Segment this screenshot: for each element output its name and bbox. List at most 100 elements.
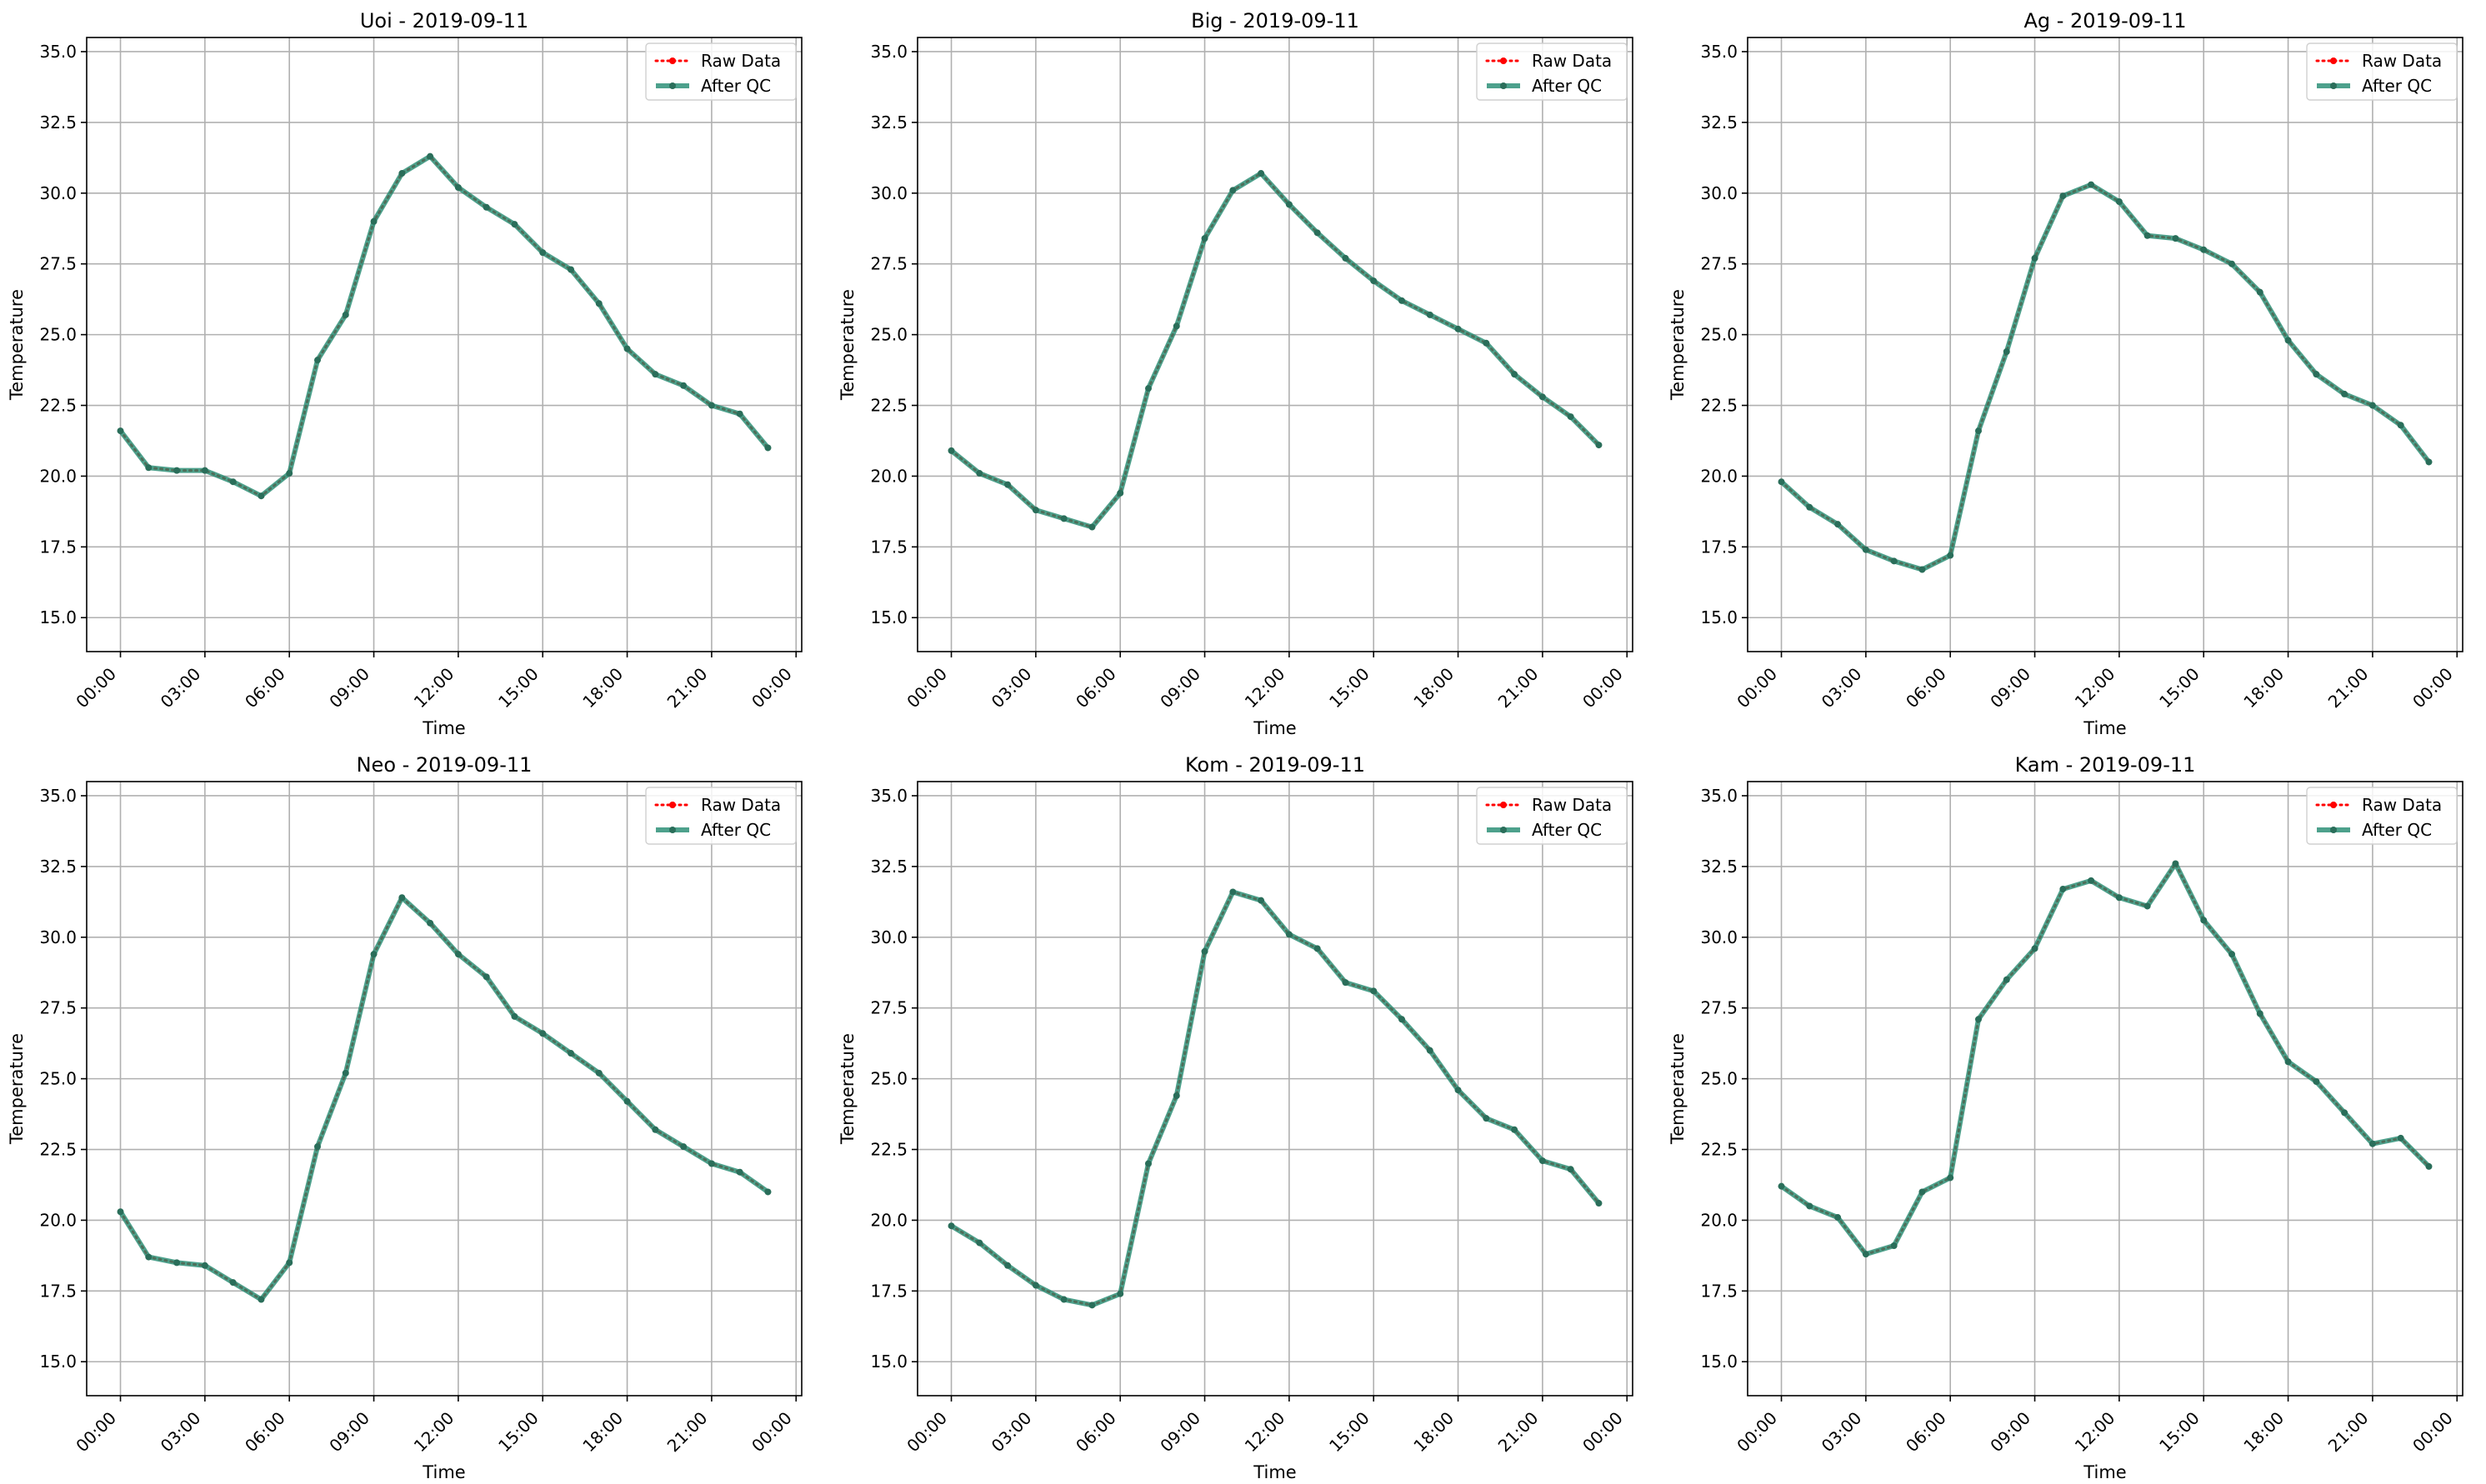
data-point-after-qc xyxy=(1229,888,1237,896)
y-tick-label: 35.0 xyxy=(870,786,908,806)
data-point-after-qc xyxy=(1834,521,1842,528)
x-tick-label: 06:00 xyxy=(241,664,289,712)
data-point-after-qc xyxy=(539,249,547,257)
y-tick-label: 35.0 xyxy=(870,42,908,62)
chart-title: Big - 2019-09-11 xyxy=(1191,9,1359,32)
y-tick-label: 30.0 xyxy=(870,183,908,203)
data-point-after-qc xyxy=(2031,254,2038,262)
data-point-after-qc xyxy=(2284,337,2292,344)
data-point-after-qc xyxy=(454,951,462,958)
x-tick-label: 21:00 xyxy=(2324,664,2373,712)
y-tick-label: 35.0 xyxy=(39,786,77,806)
x-tick-label: 06:00 xyxy=(1072,664,1120,712)
y-tick-label: 25.0 xyxy=(39,325,77,345)
y-tick-label: 17.5 xyxy=(1700,1281,1738,1301)
data-point-after-qc xyxy=(1088,1302,1096,1309)
data-point-after-qc xyxy=(398,170,406,177)
y-tick-label: 25.0 xyxy=(870,325,908,345)
grid xyxy=(87,782,802,1396)
data-point-after-qc xyxy=(1483,1115,1490,1122)
y-axis-label: Temperature xyxy=(838,1033,858,1145)
y-tick-label: 22.5 xyxy=(870,1140,908,1160)
legend-label-after-qc: After QC xyxy=(701,820,771,840)
data-point-after-qc xyxy=(2284,1058,2292,1066)
data-point-after-qc xyxy=(286,1259,293,1267)
y-tick-label: 22.5 xyxy=(39,396,77,416)
y-tick-label: 15.0 xyxy=(39,1352,77,1372)
data-point-after-qc xyxy=(568,266,575,273)
series-line-after-qc xyxy=(949,171,1601,530)
data-point-after-qc xyxy=(1918,1188,1926,1196)
legend-label-after-qc: After QC xyxy=(1532,76,1602,96)
legend: Raw Data After QC xyxy=(645,787,797,845)
x-tick-label: 21:00 xyxy=(663,1408,712,1457)
x-tick-label: 21:00 xyxy=(2324,1408,2373,1457)
x-tick-label: 03:00 xyxy=(157,664,205,712)
data-point-after-qc xyxy=(483,203,490,211)
x-tick-label: 12:00 xyxy=(410,664,458,712)
data-point-after-qc xyxy=(1862,1251,1869,1258)
data-point-after-qc xyxy=(313,357,321,364)
data-point-after-qc xyxy=(1862,546,1869,553)
legend-label-after-qc: After QC xyxy=(2362,820,2432,840)
data-point-after-qc xyxy=(2425,1162,2433,1170)
x-tick-label: 21:00 xyxy=(663,664,712,712)
data-point-after-qc xyxy=(1454,1087,1462,1094)
y-tick-label: 22.5 xyxy=(39,1140,77,1160)
x-tick-label: 03:00 xyxy=(157,1408,205,1457)
y-tick-label: 35.0 xyxy=(1700,786,1738,806)
data-point-after-qc xyxy=(2003,976,2010,983)
x-axis-label: Time xyxy=(2083,1462,2126,1482)
y-tick-label: 30.0 xyxy=(39,183,77,203)
grid xyxy=(1748,782,2463,1396)
y-tick-label: 20.0 xyxy=(1700,466,1738,486)
chart-title: Kom - 2019-09-11 xyxy=(1185,753,1365,777)
data-point-after-qc xyxy=(1032,1282,1039,1289)
y-axis-label: Temperature xyxy=(7,1033,27,1145)
data-point-after-qc xyxy=(1201,947,1208,955)
x-tick-label: 00:00 xyxy=(72,664,120,712)
y-tick-label: 27.5 xyxy=(1700,254,1738,274)
data-point-after-qc xyxy=(1511,371,1518,378)
y-tick-label: 32.5 xyxy=(39,857,77,877)
data-point-after-qc xyxy=(1426,311,1433,318)
legend-label-raw-data: Raw Data xyxy=(1532,51,1612,71)
data-point-after-qc xyxy=(1285,931,1293,938)
data-point-after-qc xyxy=(201,467,208,474)
legend-marker-after-qc xyxy=(669,827,676,833)
x-tick-label: 09:00 xyxy=(1156,664,1204,712)
data-point-after-qc xyxy=(145,1253,153,1261)
grid xyxy=(918,37,1633,652)
x-tick-label: 09:00 xyxy=(325,664,373,712)
data-point-after-qc xyxy=(454,184,462,192)
data-point-after-qc xyxy=(1778,1182,1785,1190)
series-line-raw-data xyxy=(1780,861,2430,1256)
legend-label-after-qc: After QC xyxy=(701,76,771,96)
data-point-after-qc xyxy=(736,410,743,417)
data-point-after-qc xyxy=(652,1126,659,1133)
x-tick-label: 00:00 xyxy=(1578,1408,1627,1457)
chart-panel: 00:00 03:00 06:00 09:00 12:00 15:00 18:00 21:00… xyxy=(838,9,1633,738)
chart-title: Kam - 2019-09-11 xyxy=(2015,753,2196,777)
x-tick-label: 00:00 xyxy=(748,1408,796,1457)
x-tick-label: 06:00 xyxy=(1902,1408,1950,1457)
y-tick-label: 20.0 xyxy=(870,1210,908,1230)
x-tick-label: 18:00 xyxy=(1409,1408,1458,1457)
y-tick-label: 27.5 xyxy=(39,998,77,1018)
y-tick-label: 22.5 xyxy=(870,396,908,416)
data-point-after-qc xyxy=(1342,979,1349,987)
x-tick-label: 00:00 xyxy=(903,1408,951,1457)
data-point-after-qc xyxy=(1947,1174,1954,1182)
data-point-after-qc xyxy=(173,467,181,474)
x-tick-label: 12:00 xyxy=(2071,1408,2119,1457)
legend-marker-after-qc xyxy=(1500,82,1507,89)
x-tick-label: 15:00 xyxy=(1325,664,1373,712)
data-point-after-qc xyxy=(1974,427,1982,435)
data-point-after-qc xyxy=(1947,552,1954,559)
data-point-after-qc xyxy=(2059,886,2067,893)
chart-title: Ag - 2019-09-11 xyxy=(2023,9,2186,32)
y-tick-label: 25.0 xyxy=(1700,325,1738,345)
y-tick-label: 35.0 xyxy=(1700,42,1738,62)
data-point-after-qc xyxy=(1201,235,1208,242)
y-tick-label: 15.0 xyxy=(1700,607,1738,627)
